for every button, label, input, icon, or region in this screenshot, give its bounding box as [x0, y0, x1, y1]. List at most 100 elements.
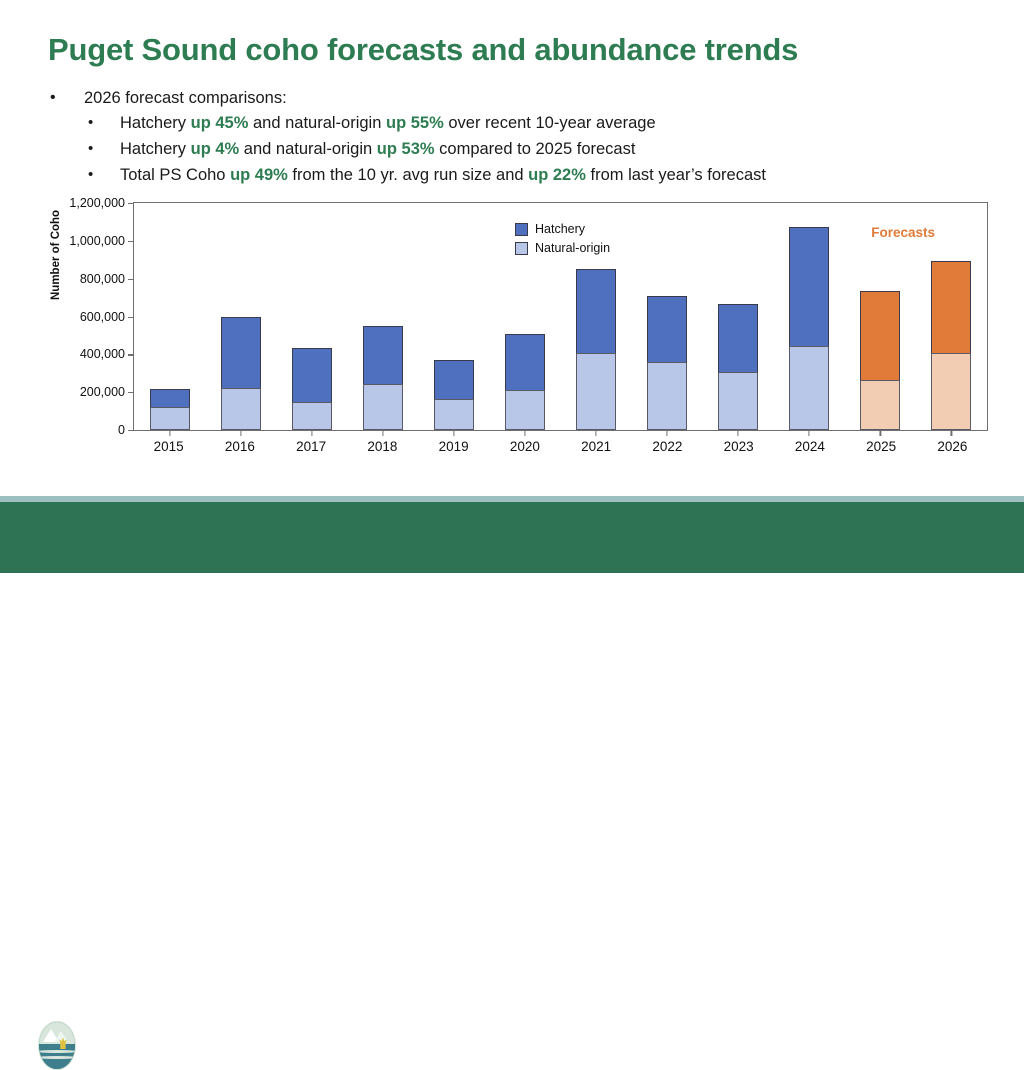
x-tick-label: 2025 [866, 439, 897, 454]
stacked-bar[interactable] [291, 347, 332, 430]
sub-bullet-1-text: Hatchery up 45% and natural-origin up 55… [120, 114, 656, 132]
x-tick-mark [453, 430, 455, 436]
bar-slot [276, 203, 347, 436]
y-tick-label: 400,000 [79, 347, 125, 362]
bar-segment-natural-origin[interactable] [860, 380, 901, 430]
stacked-bar[interactable] [789, 227, 830, 430]
y-tick-label: 600,000 [79, 309, 125, 324]
bar-segment-hatchery[interactable] [789, 227, 830, 347]
org-line-2: FISH & WILDLIFE [86, 1040, 201, 1055]
stacked-bar[interactable] [647, 295, 688, 430]
x-tick-label: 2020 [509, 439, 540, 454]
sub-bullet-3-text: Total PS Coho up 49% from the 10 yr. avg… [120, 166, 766, 184]
bar-segment-natural-origin[interactable] [789, 346, 830, 430]
x-tick-mark [311, 430, 313, 436]
stacked-bar[interactable] [931, 261, 972, 430]
x-tick-label: 2023 [723, 439, 754, 454]
bar-segment-natural-origin[interactable] [647, 362, 688, 430]
x-tick-label: 2021 [581, 439, 612, 454]
bar-slot [774, 203, 845, 436]
footer-bar: Washington Department of FISH & WILDLIFE… [0, 502, 1024, 1070]
wdfw-logo-icon [38, 1021, 76, 1070]
bar-slot [916, 203, 987, 436]
bar-segment-hatchery[interactable] [149, 388, 190, 408]
bar-segment-hatchery[interactable] [718, 303, 759, 372]
bar-segment-natural-origin[interactable] [504, 389, 545, 430]
stacked-bar[interactable] [504, 333, 545, 430]
sub-bullet-2: • Hatchery up 4% and natural-origin up 5… [44, 136, 964, 162]
bar-segment-hatchery[interactable] [860, 291, 901, 381]
y-tick-mark [128, 278, 134, 280]
x-tick-mark [808, 430, 810, 436]
bar-group [134, 203, 987, 436]
y-tick-label: 200,000 [79, 385, 125, 400]
stacked-bar[interactable] [433, 360, 474, 430]
bar-slot [418, 203, 489, 436]
x-tick-mark [524, 430, 526, 436]
org-name: Washington Department of FISH & WILDLIFE [86, 1029, 201, 1055]
stacked-bar[interactable] [220, 317, 261, 430]
bar-segment-hatchery[interactable] [504, 333, 545, 390]
forecasts-annotation: Forecasts [871, 225, 935, 240]
legend-swatch-hatchery [515, 223, 528, 236]
x-tick-mark [737, 430, 739, 436]
page-title: Puget Sound coho forecasts and abundance… [48, 32, 799, 67]
bullet-marker-icon: • [88, 114, 94, 131]
coho-abundance-chart: Number of Coho 0 200,000 400,000 600,000 800… [50, 196, 988, 476]
x-tick-label: 2017 [296, 439, 327, 454]
bar-segment-natural-origin[interactable] [576, 353, 616, 430]
bar-slot [703, 203, 774, 436]
bullet-marker-icon: • [50, 89, 56, 106]
bar-slot [347, 203, 418, 436]
bullet-marker-icon: • [88, 166, 94, 183]
stacked-bar[interactable] [718, 303, 759, 430]
bar-segment-hatchery[interactable] [291, 347, 332, 402]
y-tick-mark [128, 354, 134, 356]
y-tick-mark [128, 240, 134, 243]
bar-segment-natural-origin[interactable] [362, 384, 403, 430]
x-tick-label: 2026 [937, 439, 968, 454]
stacked-bar[interactable] [576, 268, 616, 430]
sub-bullet-1: • Hatchery up 45% and natural-origin up … [44, 110, 964, 136]
bar-segment-hatchery[interactable] [362, 326, 403, 385]
bar-segment-natural-origin[interactable] [220, 387, 261, 430]
bar-segment-hatchery[interactable] [576, 268, 616, 354]
legend-item-hatchery: Hatchery [515, 220, 610, 239]
stacked-bar[interactable] [362, 326, 403, 430]
y-axis-label: Number of Coho [50, 209, 62, 300]
bar-segment-natural-origin[interactable] [718, 371, 759, 430]
x-tick-mark [666, 430, 668, 436]
x-tick-mark [595, 430, 597, 436]
plot-area: 0 200,000 400,000 600,000 800,000 1,000,000 1,… [69, 196, 988, 437]
page-number: 53 [987, 1044, 1000, 1056]
bar-segment-natural-origin[interactable] [149, 407, 190, 430]
bar-segment-hatchery[interactable] [433, 360, 474, 400]
x-tick-mark [950, 430, 952, 436]
y-tick-mark [128, 316, 134, 318]
org-line-1: Washington Department of [86, 1029, 190, 1039]
x-tick-label: 2015 [153, 439, 184, 454]
bar-slot [205, 203, 276, 436]
bar-segment-natural-origin[interactable] [931, 353, 972, 430]
x-tick-label: 2024 [794, 439, 825, 454]
bar-segment-hatchery[interactable] [647, 295, 688, 363]
y-tick-label: 0 [118, 423, 125, 437]
bar-slot [560, 203, 631, 436]
sub-bullet-3: • Total PS Coho up 49% from the 10 yr. a… [44, 162, 964, 188]
bar-slot [134, 203, 205, 436]
y-tick-label: 1,200,000 [69, 196, 125, 210]
stacked-bar[interactable] [149, 388, 190, 430]
bullet-main: • 2026 forecast comparisons: [44, 86, 964, 110]
legend-label-hatchery: Hatchery [535, 222, 586, 236]
bar-segment-hatchery[interactable] [220, 317, 261, 388]
stacked-bar[interactable] [860, 291, 901, 430]
y-tick-mark [128, 203, 134, 205]
bar-slot [632, 203, 703, 436]
bar-segment-hatchery[interactable] [931, 261, 972, 354]
y-tick-label: 1,000,000 [69, 233, 125, 248]
legend-label-natural-origin: Natural-origin [535, 241, 611, 255]
bar-slot [489, 203, 560, 436]
bar-slot [845, 203, 916, 436]
bar-segment-natural-origin[interactable] [291, 401, 332, 430]
bar-segment-natural-origin[interactable] [433, 399, 474, 430]
